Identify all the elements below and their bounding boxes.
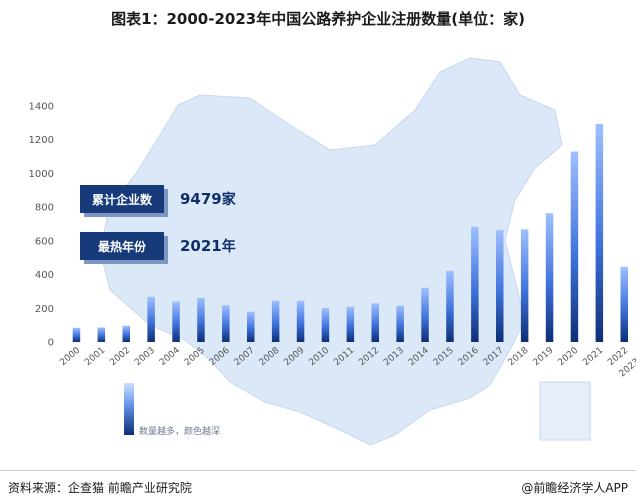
bar-2010 — [321, 308, 330, 342]
x-tick-label: 2003 — [133, 346, 157, 368]
source-note: 资料来源：企查猫 前瞻产业研究院 — [8, 481, 192, 495]
bar-2020 — [570, 151, 579, 342]
bar-2012 — [371, 303, 379, 342]
y-tick-label: 0 — [48, 338, 54, 349]
y-tick-label: 400 — [35, 270, 54, 281]
china-map-backdrop — [99, 57, 563, 446]
x-tick-label: 2001 — [83, 346, 107, 368]
bar-2013 — [396, 305, 404, 342]
bar-2002 — [122, 325, 130, 342]
x-tick-label: 2020 — [556, 345, 580, 368]
total-companies-value: 9479家 — [180, 190, 236, 208]
bar-2007 — [247, 311, 255, 342]
x-tick-label: 2021 — [581, 346, 605, 368]
bar-2017 — [496, 230, 504, 342]
y-tick-label: 600 — [35, 236, 54, 247]
total-companies-label: 累计企业数 — [80, 185, 164, 213]
footer: 资料来源：企查猫 前瞻产业研究院 @前瞻经济学人APP — [0, 470, 636, 501]
peak-year-value: 2021年 — [180, 237, 236, 255]
y-tick-label: 800 — [35, 203, 54, 214]
x-tick-label: 2000 — [58, 345, 82, 368]
bar-2009 — [296, 300, 305, 342]
south-sea-inset — [539, 381, 591, 441]
bar-2005 — [197, 297, 205, 342]
color-legend-gradient — [124, 383, 134, 435]
bar-2022 — [620, 266, 628, 342]
bar-2006 — [222, 305, 230, 342]
bar-2008 — [271, 300, 280, 342]
peak-year-label: 最热年份 — [80, 232, 164, 260]
bar-2019 — [545, 213, 554, 342]
y-tick-label: 1400 — [29, 102, 54, 113]
bar-2000 — [72, 327, 81, 342]
bar-2021 — [595, 123, 604, 343]
bar-2001 — [97, 327, 106, 342]
bar-2014 — [421, 287, 429, 342]
brand-credit: @前瞻经济学人APP — [521, 481, 628, 495]
x-tick-label: 2002 — [108, 346, 132, 368]
chart-title: 图表1：2000-2023年中国公路养护企业注册数量(单位：家) — [111, 10, 525, 28]
bar-2016 — [471, 226, 479, 342]
x-tick-label: 2004 — [158, 345, 182, 368]
bar-2011 — [346, 306, 355, 342]
y-tick-label: 1000 — [29, 169, 54, 180]
color-legend-text: 数量越多，颜色越深 — [139, 427, 221, 437]
bar-2004 — [172, 301, 180, 342]
y-tick-label: 200 — [35, 304, 54, 315]
bar-2015 — [446, 270, 454, 342]
y-tick-label: 1200 — [29, 135, 54, 146]
x-tick-label: 2019 — [532, 345, 556, 368]
bar-2003 — [147, 296, 155, 342]
bar-2018 — [520, 229, 529, 342]
